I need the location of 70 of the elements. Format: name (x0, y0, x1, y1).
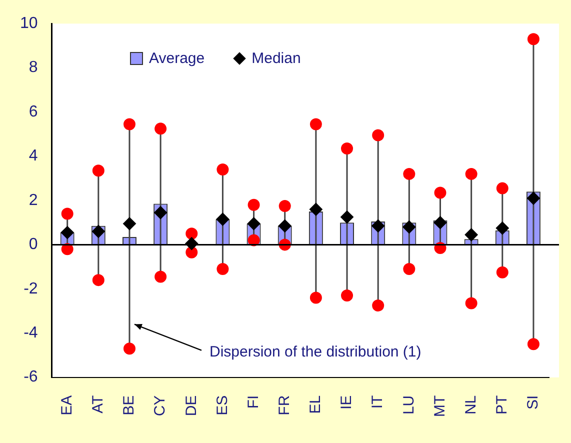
point (92, 274, 104, 286)
point (341, 290, 354, 302)
point (465, 297, 478, 310)
point (186, 246, 198, 258)
point (278, 219, 292, 232)
point (123, 118, 136, 130)
x-tick-label: CY (152, 395, 169, 416)
point (122, 217, 136, 230)
point (372, 219, 385, 232)
point (154, 122, 167, 135)
x-tick-label: SI (524, 395, 542, 410)
point (248, 198, 260, 211)
point (278, 200, 291, 212)
legend-label: Median (252, 50, 301, 67)
x-tick-label: AT (90, 395, 107, 414)
annotation: Dispersion of the distribution (1) (209, 343, 422, 360)
y-tick-label: 8 (28, 59, 38, 76)
x-tick-label: LU (400, 395, 418, 415)
point (186, 228, 198, 240)
point (496, 222, 509, 235)
x-tick-label: ES (214, 395, 231, 416)
x-tick-label: NL (462, 395, 480, 415)
point (154, 206, 168, 220)
point (216, 212, 230, 226)
point (340, 210, 354, 224)
point (434, 216, 447, 230)
point (247, 217, 260, 230)
legend-label: Average (149, 50, 205, 67)
x-tick-label: BE (120, 395, 138, 416)
point (464, 228, 478, 242)
x-tick-label: MT (431, 395, 448, 418)
point (403, 263, 416, 276)
point (465, 168, 478, 180)
y-tick-label: -2 (24, 280, 38, 298)
point (123, 342, 136, 355)
y-tick-label: -6 (24, 368, 38, 386)
x-tick-label: FR (276, 395, 293, 416)
y-tick-label: 0 (28, 236, 38, 254)
y-tick-label: 4 (28, 148, 38, 165)
point (309, 202, 322, 216)
y-tick-label: 6 (28, 103, 38, 120)
point (527, 33, 540, 46)
point (310, 118, 322, 130)
point (434, 186, 446, 199)
point (496, 182, 508, 194)
x-tick-label: IE (338, 395, 356, 410)
point (60, 226, 74, 240)
x-tick-label: IT (369, 395, 386, 409)
point (61, 208, 74, 220)
point (526, 192, 540, 205)
point (372, 129, 384, 142)
x-tick-label: EL (307, 395, 324, 414)
point (496, 266, 508, 278)
x-tick-label: PT (494, 395, 511, 415)
x-tick-label: FI (244, 395, 262, 409)
point (216, 164, 229, 176)
point (372, 299, 384, 312)
point (92, 164, 104, 177)
y-tick-label: -4 (24, 324, 38, 342)
point (310, 292, 322, 304)
point (403, 168, 416, 180)
y-tick-label: 10 (20, 15, 38, 32)
point (61, 243, 74, 256)
x-tick-label: EA (58, 395, 76, 416)
point (154, 270, 167, 283)
point (216, 263, 229, 276)
y-tick-label: 2 (28, 192, 38, 209)
x-tick-label: DE (182, 395, 200, 416)
point (527, 338, 540, 350)
point (341, 142, 354, 155)
